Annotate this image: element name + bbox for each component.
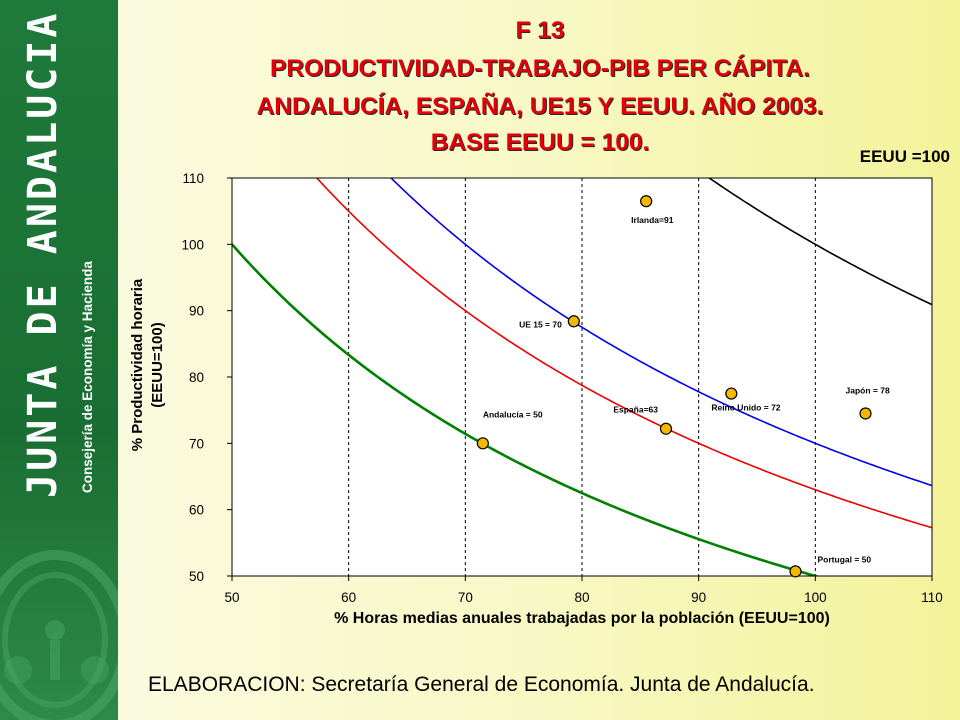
curve-k-100 [707, 178, 932, 306]
slide-title-line-1: F 13 [515, 17, 565, 44]
y-tick-label-110: 110 [182, 171, 204, 186]
curve-k-50 [232, 243, 821, 576]
curve-k-63 [315, 178, 932, 529]
curve-label-eeuu: EEUU =100 [859, 147, 950, 166]
productivity-chart: 50 60 70 80 90 100 110 50 60 70 80 90 100 110 Irlanda… [181, 171, 943, 605]
y-axis-label-line-2: (EEUU=100) [149, 322, 166, 408]
x-tick-label-110: 110 [921, 590, 943, 605]
y-tick-label-80: 80 [189, 370, 204, 385]
x-tick-label-50: 50 [224, 590, 239, 605]
brand-logo-text: JUNTA DE ANDALUCIA [20, 10, 66, 498]
data-label-5: Andalucía = 50 [483, 409, 543, 419]
y-tick-label-60: 60 [189, 503, 204, 518]
y-tick-label-90: 90 [189, 304, 204, 319]
slide-title-line-4: BASE EEUU = 100. [430, 129, 650, 156]
data-label-4: España=63 [613, 405, 658, 415]
data-point-1 [567, 315, 580, 328]
data-label-1: UE 15 = 70 [519, 319, 562, 329]
curve-k-70 [389, 178, 932, 487]
x-tick-label-60: 60 [341, 590, 356, 605]
data-point-4 [659, 422, 673, 435]
slide-title-line-3: ANDALUCÍA, ESPAÑA, UE15 Y EEUU. AÑO 2003… [256, 93, 824, 120]
footer-source: ELABORACION: Secretaría General de Econo… [148, 673, 815, 696]
x-tick-label-80: 80 [574, 590, 589, 605]
y-tick-label-100: 100 [181, 237, 204, 252]
y-tick-label-50: 50 [189, 569, 204, 584]
data-point-5 [476, 437, 489, 450]
andalucia-emblem-icon [0, 550, 118, 720]
data-point-0 [640, 195, 653, 208]
slide-title-line-2: PRODUCTIVIDAD-TRABAJO-PIB PER CÁPITA. [270, 55, 810, 82]
data-label-2: Reino Unido = 72 [711, 403, 780, 413]
x-tick-label-70: 70 [458, 590, 473, 605]
data-point-3 [859, 407, 872, 420]
x-tick-label-90: 90 [691, 590, 706, 605]
y-axis-label: % Productividad horaria (EEUU=100) [128, 260, 176, 470]
y-tick-label-70: 70 [189, 436, 204, 451]
x-axis-label: % Horas medias anuales trabajadas por la… [334, 610, 830, 627]
brand-subtitle: Consejería de Economía y Hacienda [80, 261, 95, 493]
data-label-0: Irlanda=91 [631, 215, 674, 225]
data-point-6 [789, 565, 802, 578]
sidebar-banner: JUNTA DE ANDALUCIA Consejería de Economí… [0, 0, 118, 720]
x-tick-label-100: 100 [804, 590, 827, 605]
data-point-2 [725, 387, 738, 400]
data-label-6: Portugal = 50 [818, 554, 872, 564]
y-axis-label-line-1: % Productividad horaria [129, 278, 146, 452]
data-label-3: Japón = 78 [846, 385, 890, 395]
